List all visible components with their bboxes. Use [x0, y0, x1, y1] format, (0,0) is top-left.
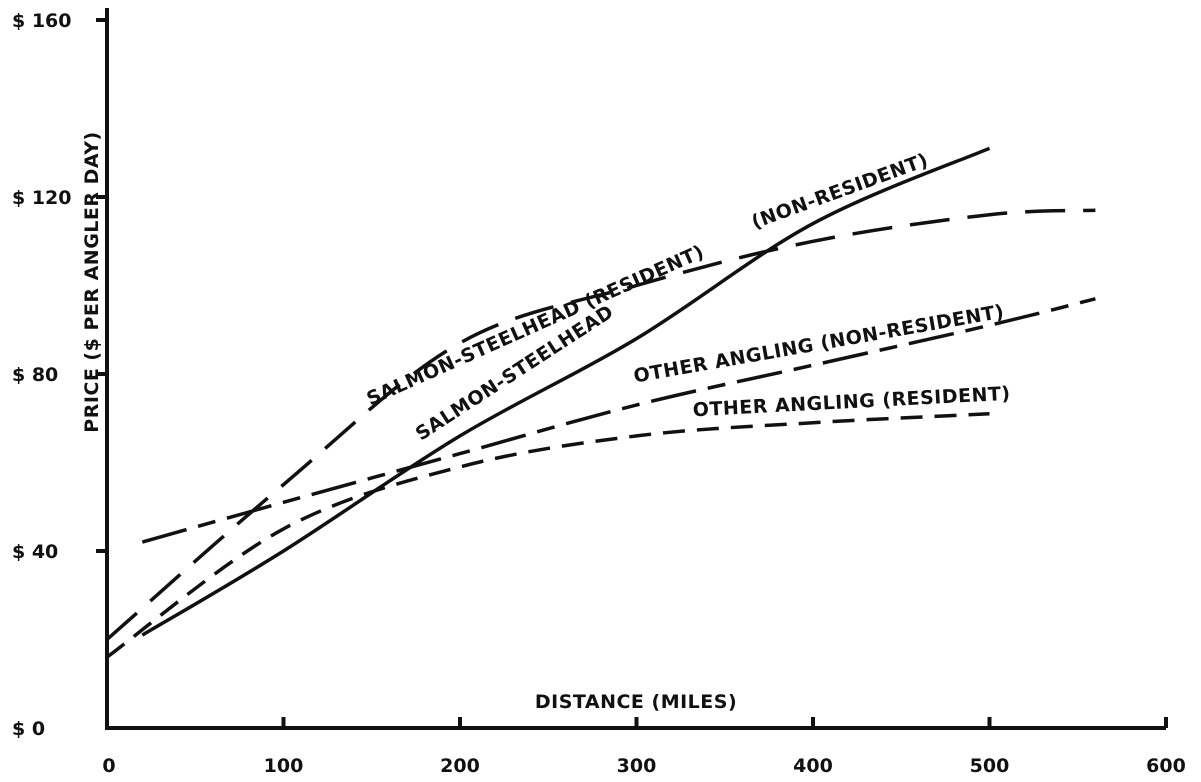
- y-tick-label: $ 0: [12, 718, 45, 740]
- series-line-2: [141, 297, 1096, 544]
- series-line-1: [105, 208, 1096, 641]
- x-tick-label: 200: [440, 755, 480, 777]
- x-tick-label: 500: [970, 755, 1010, 777]
- label-salmon-steelhead-nonresident-b: (NON-RESIDENT): [749, 149, 931, 233]
- y-tick-label: $ 120: [12, 187, 72, 209]
- x-tick-label: 400: [793, 755, 833, 777]
- y-tick-label: $ 80: [12, 364, 58, 386]
- series-line-0: [141, 146, 991, 637]
- x-tick-label: 0: [102, 755, 115, 777]
- label-other-angling-nonresident: OTHER ANGLING (NON-RESIDENT): [632, 301, 1006, 388]
- x-tick-label: 100: [264, 755, 304, 777]
- y-tick-label: $ 160: [12, 10, 72, 32]
- series-line-3: [105, 412, 990, 659]
- label-other-angling-resident: OTHER ANGLING (RESIDENT): [692, 383, 1011, 422]
- x-tick-label: 300: [617, 755, 657, 777]
- x-axis-label: DISTANCE (MILES): [535, 691, 737, 713]
- ticks: 0 100 200 300 400 500 600 $ 0 $ 40 $ 80 $ 120 $ 160: [12, 10, 1186, 777]
- y-tick-label: $ 40: [12, 541, 58, 563]
- y-axis-label: PRICE ($ PER ANGLER DAY): [81, 131, 103, 432]
- series-group: [105, 146, 1096, 659]
- x-tick-label: 600: [1146, 755, 1186, 777]
